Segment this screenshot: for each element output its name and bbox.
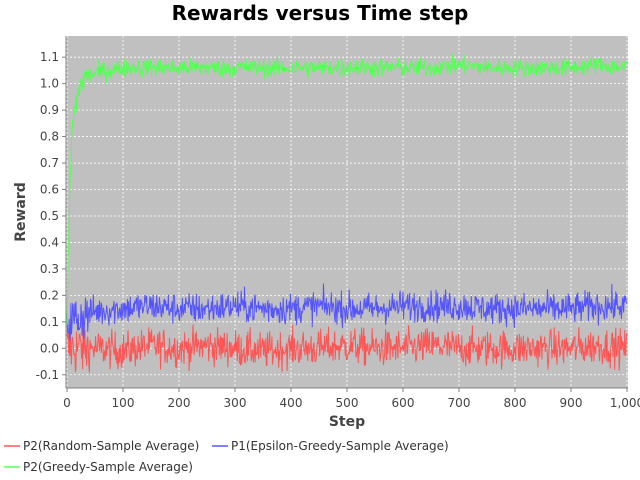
y-tick-label: 0.9 [40,103,59,117]
y-tick-label: 0.0 [40,341,59,355]
legend: P2(Random-Sample Average) P1(Epsilon-Gree… [4,439,449,474]
x-tick-label: 1,000 [610,396,640,410]
x-tick-label: 0 [63,396,71,410]
x-tick-label: 500 [336,396,359,410]
x-tick-label: 300 [224,396,247,410]
x-tick-label: 200 [168,396,191,410]
series-lines [66,53,628,373]
y-tick-label: 1.0 [40,77,59,91]
y-tick-label: 0.1 [40,315,59,329]
legend-entry: P1(Epsilon-Greedy-Sample Average) [231,439,449,453]
x-tick-label: 800 [504,396,527,410]
y-tick-label: 0.4 [40,235,59,249]
x-tick-label: 700 [448,396,471,410]
y-axis-label: Reward [13,182,29,242]
y-tick-label: 0.3 [40,262,59,276]
series-line-2 [66,53,628,325]
series-line-0 [66,314,628,373]
grid [66,36,628,388]
legend-entry: P2(Random-Sample Average) [23,439,199,453]
y-tick-label: 0.7 [40,156,59,170]
tick-labels: -0.1 0.0 0.1 0.2 0.3 0.4 0.5 0.6 0.7 0.8 0.9 1.0 1.1… [36,50,640,410]
y-tick-label: 0.2 [40,288,59,302]
legend-entry: P2(Greedy-Sample Average) [23,460,193,474]
x-tick-label: 100 [112,396,135,410]
series-line-1 [66,283,628,341]
y-tick-label: 1.1 [40,50,59,64]
x-axis-label: Step [329,414,365,430]
y-tick-label: 0.5 [40,209,59,223]
x-tick-label: 600 [392,396,415,410]
x-tick-label: 900 [560,396,583,410]
y-tick-label: 0.8 [40,130,59,144]
y-tick-label: -0.1 [36,368,59,382]
y-tick-label: 0.6 [40,183,59,197]
chart-title: Rewards versus Time step [172,1,469,25]
x-tick-label: 400 [280,396,303,410]
axes [62,36,628,392]
